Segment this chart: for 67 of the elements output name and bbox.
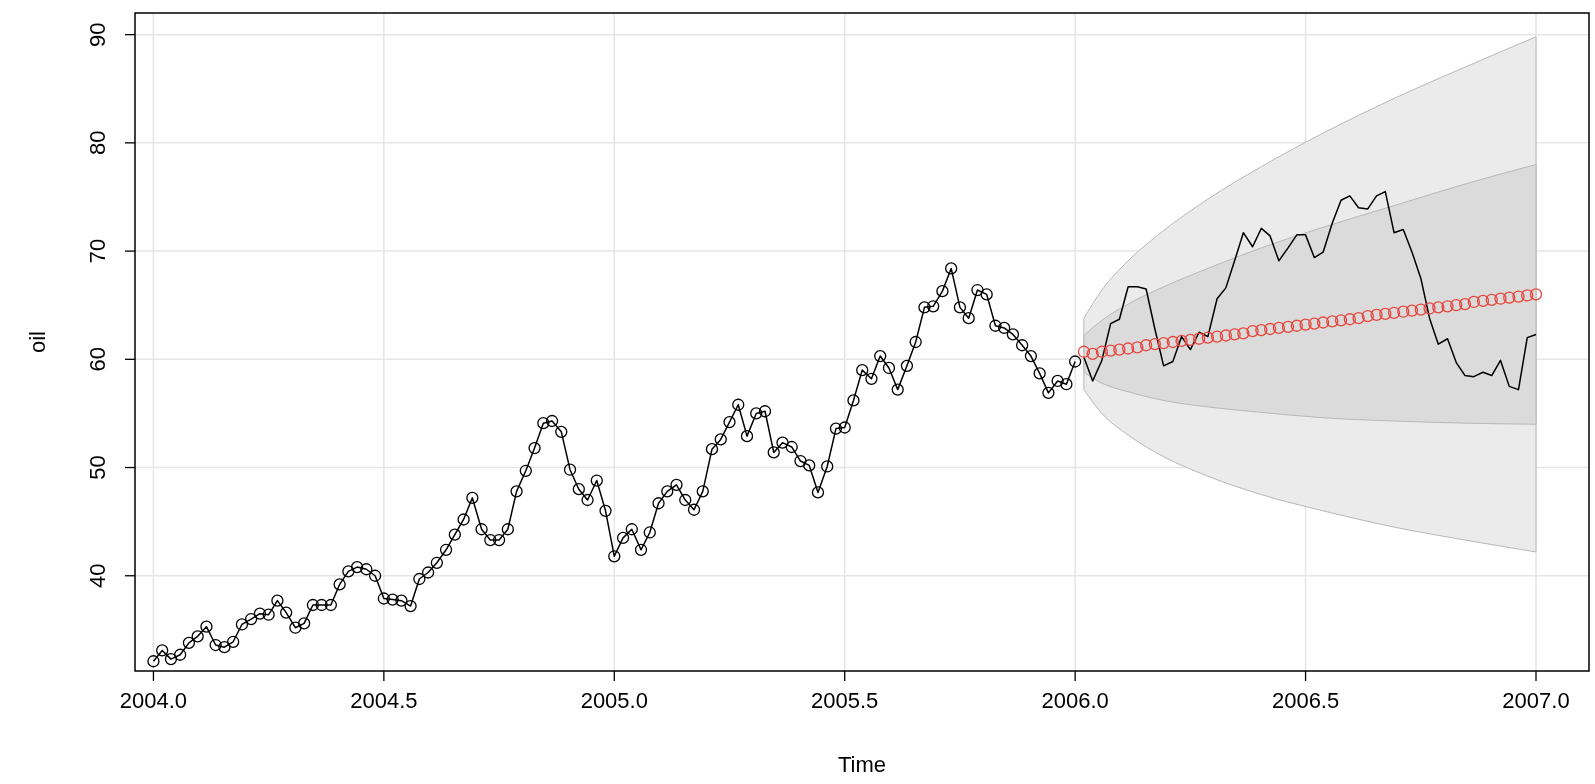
point: [1397, 305, 1410, 318]
point: [1494, 292, 1507, 305]
point: [1086, 347, 1099, 361]
point: [1521, 289, 1534, 302]
point: [1201, 331, 1215, 344]
x-tick-label: 2004.0: [119, 688, 188, 713]
point: [1476, 294, 1490, 308]
point: [1175, 334, 1188, 348]
point: [1503, 291, 1516, 304]
y-tick-label: 80: [85, 130, 110, 156]
x-tick-label: 2006.0: [1041, 688, 1109, 713]
x-tick-label: 2005.0: [580, 688, 648, 713]
point: [1148, 338, 1162, 351]
point: [1077, 345, 1091, 358]
point: [1441, 300, 1454, 313]
point: [1512, 290, 1525, 303]
point: [1281, 320, 1295, 333]
point: [1352, 312, 1365, 325]
y-tick-label: 60: [85, 347, 110, 372]
x-tick-label: 2004.5: [350, 688, 418, 713]
point: [1450, 299, 1463, 312]
point: [1423, 302, 1436, 315]
point: [1290, 319, 1303, 332]
point: [1308, 317, 1321, 330]
point: [1405, 304, 1419, 317]
x-tick-label: 2005.5: [811, 688, 879, 713]
y-tick-label: 90: [85, 22, 110, 47]
point: [1184, 333, 1197, 346]
point: [1529, 288, 1543, 301]
point: [1467, 295, 1480, 309]
point: [1237, 327, 1250, 340]
point: [1316, 316, 1330, 329]
y-tick-label: 70: [85, 238, 110, 264]
point: [1104, 344, 1117, 357]
x-axis-title: Time: [837, 752, 887, 777]
point: [1379, 307, 1392, 321]
point: [1131, 341, 1144, 354]
point: [1157, 336, 1170, 350]
point: [1166, 335, 1179, 349]
point: [1334, 314, 1348, 327]
y-axis-title: oil: [25, 330, 50, 354]
point: [1343, 313, 1356, 326]
point: [1432, 301, 1445, 314]
point: [1228, 328, 1241, 341]
point: [1326, 315, 1339, 328]
point: [1139, 339, 1153, 352]
point: [1458, 297, 1472, 311]
point: [1485, 293, 1498, 306]
point: [1370, 308, 1383, 322]
point: [1272, 321, 1285, 335]
point: [1210, 330, 1224, 343]
point: [1299, 318, 1312, 331]
point: [1121, 342, 1135, 355]
x-tick-label: 2006.5: [1271, 688, 1340, 713]
y-tick-label: 40: [85, 563, 110, 589]
point: [1095, 345, 1109, 358]
point: [1414, 303, 1427, 316]
point: [1387, 306, 1401, 319]
point: [1263, 322, 1277, 336]
point: [1246, 325, 1259, 338]
point: [1255, 323, 1268, 337]
y-tick-label: 50: [85, 455, 110, 480]
x-tick-label: 2007.0: [1502, 688, 1570, 713]
point: [1361, 309, 1374, 323]
point: [1192, 332, 1206, 345]
point: [1219, 329, 1232, 342]
point: [1113, 343, 1126, 356]
